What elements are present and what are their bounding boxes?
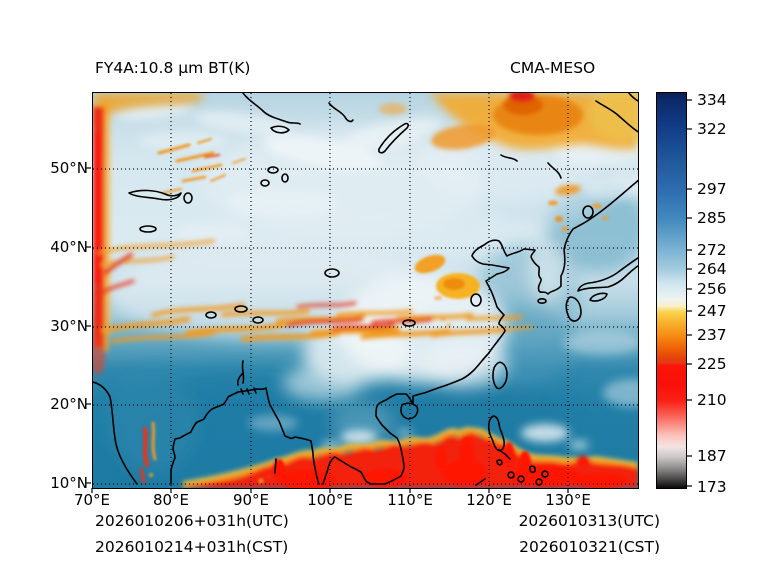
y-axis-tick-label: 20°N bbox=[50, 395, 88, 413]
colorbar-tick-label: 285 bbox=[697, 209, 727, 227]
footer-valid-utc: 2026010313(UTC) bbox=[518, 512, 660, 530]
footer-init-utc: 2026010206+031h(UTC) bbox=[95, 512, 289, 530]
x-axis-tick-label: 90°E bbox=[232, 491, 270, 509]
y-axis-tick-label: 10°N bbox=[50, 474, 88, 492]
figure-title: FY4A:10.8 μm BT(K) bbox=[95, 59, 251, 77]
x-axis-tick-label: 110°E bbox=[387, 491, 433, 509]
footer-init-cst: 2026010214+031h(CST) bbox=[95, 538, 289, 556]
footer-valid-times: 2026010313(UTC) 2026010321(CST) bbox=[404, 508, 660, 560]
colorbar-tick-label: 237 bbox=[697, 326, 727, 344]
colorbar-tick-label: 297 bbox=[697, 180, 727, 198]
colorbar-tick-label: 187 bbox=[697, 447, 727, 465]
colorbar-tick-label: 247 bbox=[697, 302, 727, 320]
footer-valid-cst: 2026010321(CST) bbox=[519, 538, 660, 556]
colorbar-tick-label: 210 bbox=[697, 391, 727, 409]
colorbar-tick-label: 322 bbox=[697, 120, 727, 138]
graticule bbox=[93, 93, 638, 488]
colorbar-gradient bbox=[656, 92, 687, 489]
colorbar-tick-label: 256 bbox=[697, 280, 727, 298]
colorbar-tick-label: 225 bbox=[697, 355, 727, 373]
map-panel bbox=[92, 92, 639, 489]
y-axis-tick-label: 30°N bbox=[50, 317, 88, 335]
colorbar-tick-label: 272 bbox=[697, 241, 727, 259]
model-title: CMA-MESO bbox=[510, 59, 596, 77]
colorbar-tick-label: 173 bbox=[697, 478, 727, 496]
x-axis-tick-label: 130°E bbox=[545, 491, 591, 509]
x-axis-tick-label: 80°E bbox=[152, 491, 190, 509]
cold-cloud-orange bbox=[93, 93, 638, 488]
x-axis-tick-label: 70°E bbox=[73, 491, 111, 509]
x-axis-tick-label: 120°E bbox=[466, 491, 512, 509]
colorbar-tick-label: 264 bbox=[697, 260, 727, 278]
y-axis-tick-label: 40°N bbox=[50, 238, 88, 256]
footer-init-times: 2026010206+031h(UTC) 2026010214+031h(CST… bbox=[95, 508, 289, 560]
colorbar-tick-label: 334 bbox=[697, 91, 727, 109]
y-axis-tick-label: 50°N bbox=[50, 159, 88, 177]
satellite-map bbox=[93, 93, 638, 488]
x-axis-tick-label: 100°E bbox=[307, 491, 353, 509]
